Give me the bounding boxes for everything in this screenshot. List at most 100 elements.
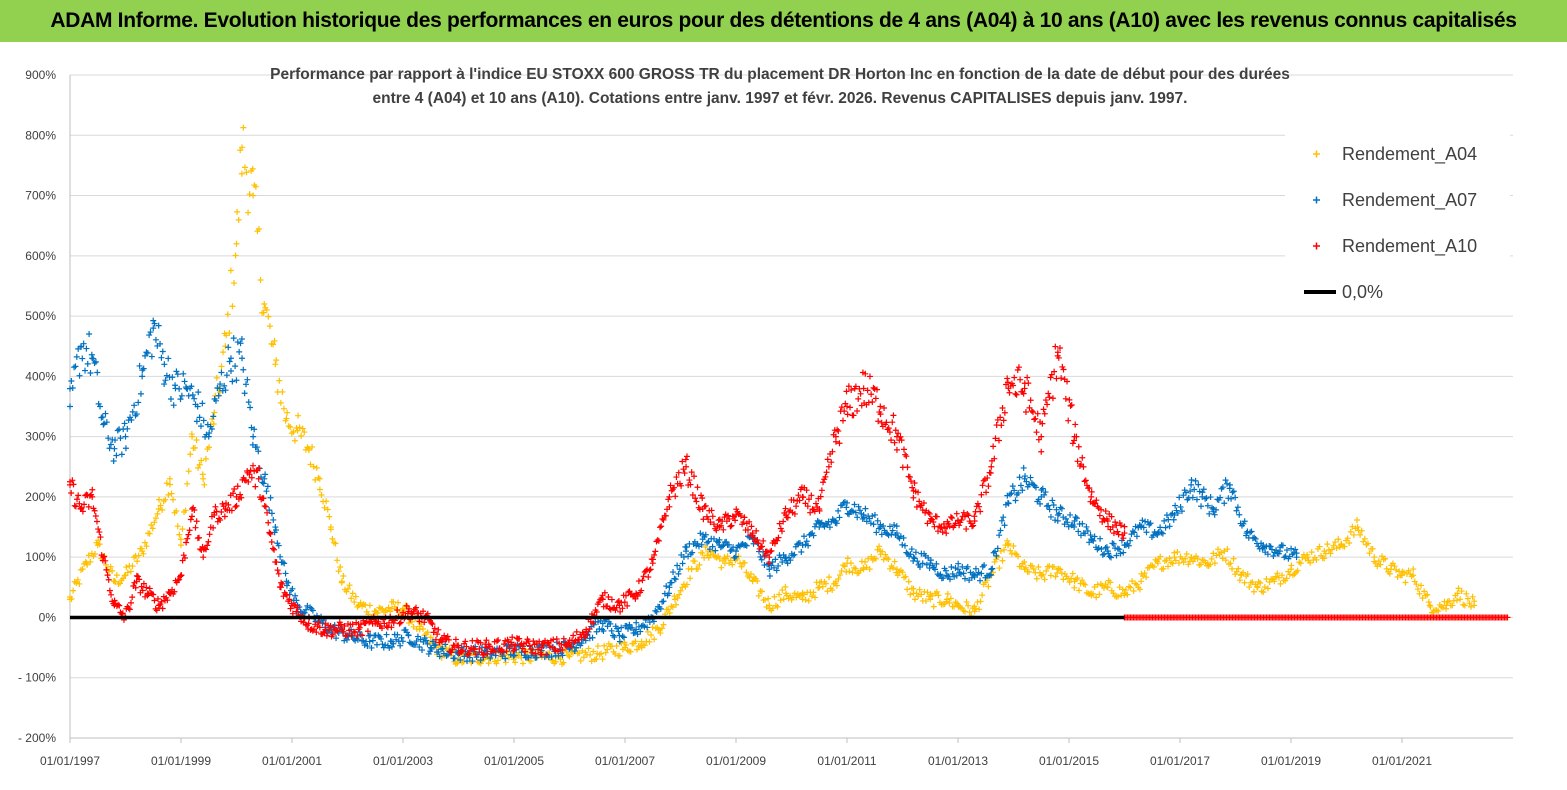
scatter-mark <box>848 507 855 514</box>
scatter-mark <box>261 502 268 509</box>
scatter-mark <box>913 504 920 511</box>
scatter-mark <box>1052 343 1059 350</box>
scatter-mark <box>886 523 893 530</box>
scatter-mark <box>712 547 719 554</box>
scatter-mark <box>502 655 509 662</box>
scatter-mark <box>1435 608 1442 615</box>
scatter-mark <box>641 623 648 630</box>
scatter-mark <box>359 632 366 639</box>
scatter-mark <box>885 532 892 539</box>
scatter-mark <box>313 464 320 471</box>
scatter-mark <box>326 627 333 634</box>
scatter-mark <box>917 502 924 509</box>
scatter-mark <box>1062 395 1069 402</box>
scatter-mark <box>105 435 112 442</box>
x-axis-ticks: 01/01/1997 01/01/1999 01/01/2001 01/01/2003… <box>40 738 1432 768</box>
scatter-mark <box>662 512 669 519</box>
y-tick-label: - 200% <box>18 731 56 745</box>
scatter-mark <box>1208 555 1215 562</box>
y-tick-label: 600% <box>25 249 56 263</box>
scatter-mark <box>236 348 243 355</box>
x-tick-label: 01/01/2011 <box>817 754 876 768</box>
scatter-mark <box>856 385 863 392</box>
scatter-mark <box>1109 540 1116 547</box>
y-tick-label: 900% <box>25 68 56 82</box>
scatter-mark <box>1120 535 1127 542</box>
scatter-mark <box>177 536 184 543</box>
scatter-mark <box>436 653 443 660</box>
scatter-mark <box>1052 573 1059 580</box>
scatter-mark <box>1116 584 1123 591</box>
scatter-mark <box>441 632 448 639</box>
scatter-mark <box>775 562 782 569</box>
scatter-mark <box>469 658 476 665</box>
scatter-mark <box>713 527 720 534</box>
scatter-mark <box>349 590 356 597</box>
scatter-mark <box>282 417 289 424</box>
scatter-mark <box>1177 503 1184 510</box>
scatter-mark <box>1254 583 1261 590</box>
scatter-mark <box>1026 568 1033 575</box>
scatter-mark <box>1091 583 1098 590</box>
scatter-mark <box>335 568 342 575</box>
scatter-mark <box>586 625 593 632</box>
scatter-mark <box>1229 565 1236 572</box>
scatter-mark <box>672 493 679 500</box>
scatter-mark <box>991 455 998 462</box>
scatter-mark <box>104 572 111 579</box>
scatter-mark <box>143 349 150 356</box>
scatter-mark <box>1457 596 1464 603</box>
scatter-mark <box>338 579 345 586</box>
scatter-mark <box>1057 504 1064 511</box>
scatter-mark <box>1127 537 1134 544</box>
scatter-mark <box>1068 401 1075 408</box>
scatter-mark <box>791 590 798 597</box>
scatter-mark <box>1022 564 1029 571</box>
scatter-mark <box>1211 560 1218 567</box>
scatter-mark <box>1350 531 1357 538</box>
scatter-mark <box>870 384 877 391</box>
scatter-mark <box>1188 554 1195 561</box>
scatter-mark <box>1015 364 1022 371</box>
scatter-mark <box>1233 568 1240 575</box>
scatter-mark <box>567 643 574 650</box>
scatter-mark <box>141 539 148 546</box>
scatter-mark <box>1096 512 1103 519</box>
scatter-mark <box>646 638 653 645</box>
scatter-mark <box>1006 389 1013 396</box>
scatter-mark <box>179 526 186 533</box>
scatter-mark <box>1049 497 1056 504</box>
scatter-mark <box>1079 454 1086 461</box>
x-tick-label: 01/01/2009 <box>706 754 766 768</box>
scatter-mark <box>901 542 908 549</box>
scatter-mark <box>1066 396 1073 403</box>
x-tick-label: 01/01/2001 <box>262 754 322 768</box>
scatter-mark <box>391 603 398 610</box>
scatter-mark <box>605 593 612 600</box>
scatter-mark <box>81 501 88 508</box>
scatter-mark <box>1001 522 1008 529</box>
scatter-mark <box>1207 561 1214 568</box>
scatter-mark <box>870 521 877 528</box>
scatter-mark <box>729 561 736 568</box>
scatter-mark <box>872 395 879 402</box>
scatter-mark <box>608 627 615 634</box>
scatter-mark <box>1172 502 1179 509</box>
scatter-mark <box>895 534 902 541</box>
scatter-mark <box>192 524 199 531</box>
scatter-mark <box>1165 563 1172 570</box>
scatter-mark <box>231 280 237 287</box>
scatter-mark <box>979 592 986 599</box>
scatter-mark <box>619 646 626 653</box>
scatter-mark <box>1377 561 1384 568</box>
scatter-mark <box>174 523 181 530</box>
scatter-mark <box>826 574 833 581</box>
scatter-mark <box>1324 541 1331 548</box>
scatter-mark <box>719 543 726 550</box>
scatter-mark <box>364 643 371 650</box>
scatter-mark <box>1157 553 1164 560</box>
scatter-mark <box>791 551 798 558</box>
scatter-mark <box>103 566 110 573</box>
data-point <box>766 566 773 573</box>
scatter-mark <box>178 392 185 399</box>
